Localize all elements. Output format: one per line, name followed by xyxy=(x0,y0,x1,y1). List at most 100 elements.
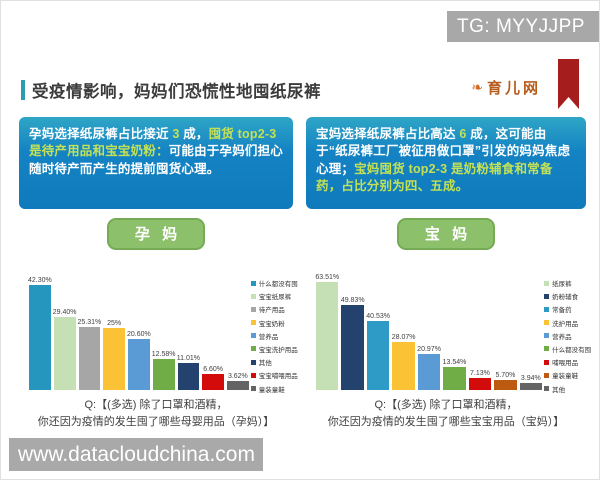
legend-item: 宝宝纸尿裤 xyxy=(250,291,319,301)
legend-label: 宝宝哺喂用品 xyxy=(258,373,298,381)
chart-caption-baby-mom: Q:【(多选) 除了口罩和酒精， 你还因为疫情的发生囤了哪些宝宝用品（宝妈）】 xyxy=(306,397,586,431)
bar-group: 42.30% xyxy=(28,277,52,390)
bar-group: 13.54% xyxy=(442,359,467,390)
info-text: 孕妈选择纸尿裤占比接近 xyxy=(29,127,173,141)
chart-caption-pregnant: Q:【(多选) 除了口罩和酒精， 你还因为疫情的发生囤了哪些母婴用品（孕妈）】 xyxy=(19,397,293,431)
legend-item: 待产用品 xyxy=(250,304,319,315)
bar-group: 49.83% xyxy=(340,297,365,390)
bar-chart-pregnant: 42.30% 29.40% 25.31% 25% 20.60% 12.58% 11.01% 6… xyxy=(19,256,298,394)
bar-value-label: 49.83% xyxy=(340,297,365,305)
bar-group: 12.58% xyxy=(151,350,176,390)
bar xyxy=(152,358,175,390)
bar-value-label: 25% xyxy=(107,319,122,327)
logo-icon: ❧ xyxy=(471,79,483,95)
bar xyxy=(128,338,150,390)
bar-value-label: 5.70% xyxy=(495,372,516,380)
legend-label: 营养品 xyxy=(552,333,572,341)
bar-value-label: 3.94% xyxy=(520,375,541,383)
legend-marker-icon xyxy=(544,346,550,352)
caption-line: 你还因为疫情的发生囤了哪些母婴用品（孕妈）】 xyxy=(37,416,275,429)
bar-value-label: 28.07% xyxy=(391,334,416,342)
legend-marker-icon xyxy=(544,359,550,365)
bar-group: 5.70% xyxy=(494,372,517,390)
legend: 什么都没有囤 宝宝纸尿裤 待产用品 宝宝奶粉 营养品 宝宝洗护用品 其他 宝宝哺喂用品 童装童鞋 xyxy=(250,256,319,394)
legend-marker-icon xyxy=(250,333,256,339)
info-text: 宝妈选择纸尿裤占比高达 xyxy=(316,127,460,141)
legend-label: 常备药 xyxy=(552,307,572,315)
yuerwang-logo: ❧ 育儿网 xyxy=(471,77,541,98)
bar-value-label: 20.97% xyxy=(417,346,441,354)
bar-group: 25.31% xyxy=(77,319,102,390)
legend-label: 什么都没有囤 xyxy=(258,281,298,288)
legend-marker-icon xyxy=(250,386,256,391)
group-badge-baby-mom: 宝 妈 xyxy=(396,218,496,250)
caption-line: Q:【(多选) 除了口罩和酒精， xyxy=(84,399,228,411)
info-text: 可能由于孕妈们担心随时待产而产生的提前囤货心理。 xyxy=(29,144,284,176)
bar-group: 20.97% xyxy=(417,346,441,390)
legend-marker-icon xyxy=(544,333,550,339)
bar-group: 3.94% xyxy=(519,375,543,390)
legend-label: 宝宝洗护用品 xyxy=(258,346,298,354)
legend-marker-icon xyxy=(544,372,550,378)
legend-item: 宝宝洗护用品 xyxy=(250,344,319,354)
legend-marker-icon xyxy=(544,293,550,299)
legend-item: 常备药 xyxy=(544,304,600,314)
legend-item: 童装童鞋 xyxy=(250,384,319,394)
bar xyxy=(29,284,51,390)
legend-marker-icon xyxy=(544,386,550,391)
bar xyxy=(392,342,415,390)
website-watermark: www.datacloudchina.com xyxy=(9,438,263,471)
title-accent-bar xyxy=(21,80,25,100)
bar-group: 29.40% xyxy=(52,308,77,390)
legend-item: 营养品 xyxy=(250,331,319,341)
info-text-highlight: 囤货 top2-3 是待产用品和宝宝奶粉： xyxy=(29,127,277,159)
legend-label: 宝宝奶粉 xyxy=(258,320,285,328)
legend-item: 纸尿裤 xyxy=(544,278,600,288)
info-text-highlight: 宝妈囤货 top2-3 是奶粉辅食和常备药，占比分别为四、五成。 xyxy=(316,161,553,193)
bookmark-ribbon-icon xyxy=(558,59,579,109)
telegram-watermark: TG: MYYJJPP xyxy=(447,11,599,42)
bar xyxy=(366,321,390,390)
bar-value-label: 11.01% xyxy=(176,354,200,362)
bar-value-label: 12.58% xyxy=(151,350,176,358)
caption-line: Q:【(多选) 除了口罩和酒精， xyxy=(374,399,518,411)
legend: 纸尿裤 奶粉辅食 常备药 洗护用品 营养品 什么都没有囤 哺喂用品 童装童鞋 其他 xyxy=(544,256,600,394)
bar-group: 40.53% xyxy=(366,313,390,390)
bar xyxy=(316,282,339,390)
bar-value-label: 3.62% xyxy=(227,373,248,380)
bar xyxy=(443,367,466,390)
legend-marker-icon xyxy=(250,359,256,365)
legend-label: 童装童鞋 xyxy=(552,373,579,381)
bar-value-label: 7.13% xyxy=(470,369,490,377)
bar xyxy=(227,381,249,390)
legend-label: 待产用品 xyxy=(258,307,285,315)
bar xyxy=(103,327,125,390)
bar-value-label: 13.54% xyxy=(442,359,467,366)
legend-marker-icon xyxy=(250,320,256,326)
bar xyxy=(468,377,492,390)
bar-value-label: 6.60% xyxy=(203,365,224,373)
legend-item: 什么都没有囤 xyxy=(250,278,319,288)
legend-label: 什么都没有囤 xyxy=(552,346,592,354)
legend-marker-icon xyxy=(544,306,550,312)
info-text-highlight: 6 xyxy=(459,127,467,141)
legend-label: 奶粉辅食 xyxy=(552,294,579,302)
legend-marker-icon xyxy=(250,306,256,312)
info-box-baby-mom: 宝妈选择纸尿裤占比高达 6 成，这可能由于“纸尿裤工厂被征用做口罩”引发的妈妈焦… xyxy=(306,117,586,209)
legend-item: 哺喂用品 xyxy=(544,357,600,367)
info-text-highlight: 3 xyxy=(172,127,180,141)
bar-value-label: 29.40% xyxy=(52,308,77,316)
bar-group: 3.62% xyxy=(227,373,249,390)
bar xyxy=(53,316,76,390)
bar-group: 63.51% xyxy=(315,274,339,390)
legend-label: 洗护用品 xyxy=(552,320,579,328)
bar xyxy=(417,354,441,390)
bar xyxy=(78,327,101,390)
bar-group: 6.60% xyxy=(202,366,224,390)
legend-item: 营养品 xyxy=(544,331,600,341)
legend-item: 什么都没有囤 xyxy=(544,344,600,354)
bar-group: 7.13% xyxy=(468,369,492,390)
info-box-pregnant: 孕妈选择纸尿裤占比接近 3 成，囤货 top2-3 是待产用品和宝宝奶粉：可能由… xyxy=(19,117,293,209)
bar-value-label: 25.31% xyxy=(77,319,102,326)
legend-label: 哺喂用品 xyxy=(552,360,579,368)
